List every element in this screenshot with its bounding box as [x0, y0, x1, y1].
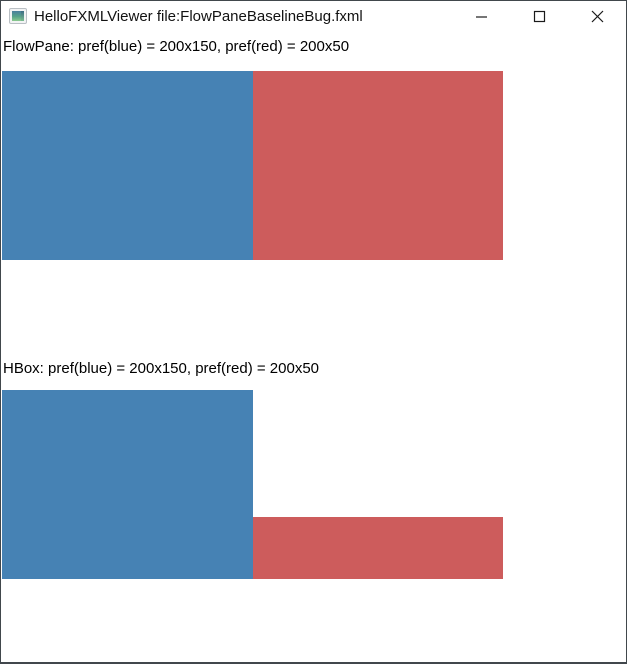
maximize-button[interactable]	[510, 1, 568, 31]
minimize-icon	[475, 15, 487, 18]
app-icon-picture	[12, 11, 21, 21]
window-controls	[452, 1, 626, 31]
hbox-red-region	[253, 517, 503, 579]
flowpane-red-region	[253, 71, 503, 260]
hbox-label: HBox: pref(blue) = 200x150, pref(red) = …	[3, 360, 320, 377]
close-button[interactable]	[568, 1, 626, 31]
flowpane-blue-region	[2, 71, 253, 260]
app-icon-strip	[21, 11, 24, 21]
window-title: HelloFXMLViewer file:FlowPaneBaselineBug…	[34, 7, 363, 25]
app-icon	[9, 8, 27, 24]
flowpane-label: FlowPane: pref(blue) = 200x150, pref(red…	[3, 38, 350, 55]
title-bar[interactable]: HelloFXMLViewer file:FlowPaneBaselineBug…	[1, 1, 626, 31]
hbox-blue-region	[2, 390, 253, 579]
minimize-button[interactable]	[452, 1, 510, 31]
maximize-icon	[533, 10, 545, 22]
close-icon	[591, 10, 603, 22]
